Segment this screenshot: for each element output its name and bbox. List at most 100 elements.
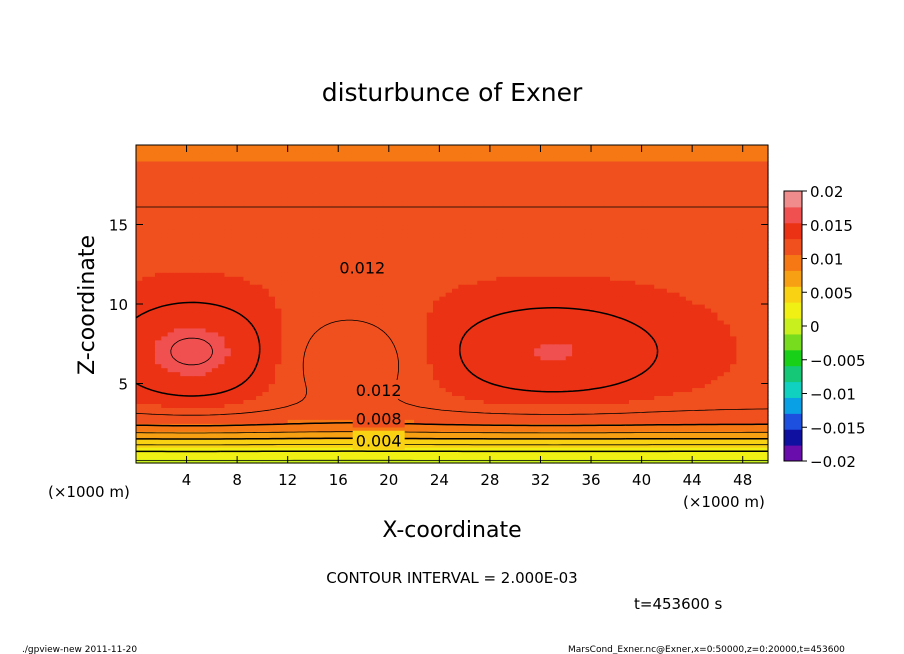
field-cell	[426, 367, 434, 373]
field-cell	[723, 300, 731, 305]
field-cell	[610, 276, 617, 281]
field-cell	[186, 411, 194, 416]
field-cell	[635, 268, 643, 273]
field-cell	[452, 391, 459, 397]
field-cell	[534, 288, 542, 293]
field-cell	[237, 284, 245, 289]
field-cell	[761, 395, 769, 400]
field-cell	[369, 307, 377, 313]
field-cell	[559, 351, 567, 357]
field-cell	[723, 371, 731, 377]
field-cell	[628, 347, 636, 353]
field-cell	[616, 276, 624, 281]
field-cell	[401, 304, 409, 309]
field-cell	[388, 311, 396, 317]
field-cell	[167, 415, 175, 420]
field-cell	[420, 423, 428, 428]
field-cell	[628, 459, 636, 464]
field-cell	[679, 427, 687, 432]
field-cell	[439, 355, 447, 361]
field-cell	[464, 387, 472, 393]
field-cell	[591, 315, 598, 321]
field-cell	[218, 343, 226, 349]
field-cell	[376, 331, 384, 337]
field-cell	[704, 423, 712, 428]
field-cell	[199, 311, 207, 317]
field-cell	[312, 264, 320, 269]
field-cell	[433, 451, 440, 456]
field-cell	[154, 319, 162, 325]
field-cell	[534, 319, 542, 325]
field-cell	[458, 284, 466, 289]
field-cell	[148, 315, 156, 321]
field-cell	[281, 419, 289, 424]
field-cell	[736, 411, 744, 416]
field-cell	[679, 300, 687, 305]
field-cell	[167, 419, 175, 424]
field-cell	[306, 343, 314, 349]
field-cell	[635, 315, 643, 321]
field-cell	[660, 363, 668, 369]
field-cell	[230, 367, 238, 373]
field-cell	[616, 347, 624, 353]
field-cell	[692, 327, 700, 333]
field-cell	[331, 359, 339, 365]
field-cell	[205, 323, 213, 329]
field-cell	[698, 296, 706, 301]
field-cell	[312, 419, 320, 424]
field-cell	[489, 355, 497, 361]
field-cell	[275, 439, 282, 444]
field-cell	[401, 264, 409, 269]
field-cell	[742, 276, 750, 281]
field-cell	[281, 399, 289, 404]
field-cell	[534, 443, 542, 448]
field-cell	[445, 447, 453, 452]
field-cell	[742, 371, 750, 377]
field-cell	[666, 307, 674, 313]
field-cell	[306, 355, 314, 361]
field-cell	[685, 375, 693, 381]
field-cell	[414, 363, 421, 369]
field-cell	[546, 391, 554, 397]
field-cell	[647, 327, 655, 333]
field-cell	[338, 339, 346, 345]
field-cell	[597, 387, 605, 393]
field-cell	[742, 268, 750, 273]
field-cell	[515, 391, 523, 397]
field-cell	[654, 371, 662, 377]
field-cell	[470, 407, 478, 412]
field-cell	[553, 411, 561, 416]
field-cell	[635, 407, 643, 412]
field-cell	[679, 276, 687, 281]
field-cell	[496, 323, 504, 329]
field-cell	[736, 355, 744, 361]
field-cell	[742, 315, 750, 321]
field-cell	[363, 276, 371, 281]
field-cell	[331, 455, 339, 460]
field-cell	[730, 359, 737, 365]
field-cell	[142, 395, 150, 400]
field-cell	[136, 435, 143, 440]
field-cell	[325, 264, 333, 269]
field-cell	[546, 399, 554, 404]
field-cell	[388, 455, 396, 460]
field-cell	[249, 355, 257, 361]
field-cell	[218, 407, 226, 412]
field-cell	[736, 315, 744, 321]
field-cell	[546, 307, 554, 313]
field-cell	[679, 327, 687, 333]
field-cell	[161, 383, 169, 389]
field-cell	[483, 264, 491, 269]
field-cell	[641, 379, 649, 385]
field-cell	[262, 431, 270, 436]
field-cell	[243, 355, 251, 361]
field-cell	[521, 383, 529, 389]
field-cell	[407, 292, 415, 297]
field-cell	[496, 300, 504, 305]
field-cell	[218, 280, 226, 285]
field-cell	[666, 367, 674, 373]
field-cell	[692, 443, 700, 448]
field-cell	[641, 327, 649, 333]
field-cell	[673, 455, 681, 460]
field-cell	[300, 331, 308, 337]
